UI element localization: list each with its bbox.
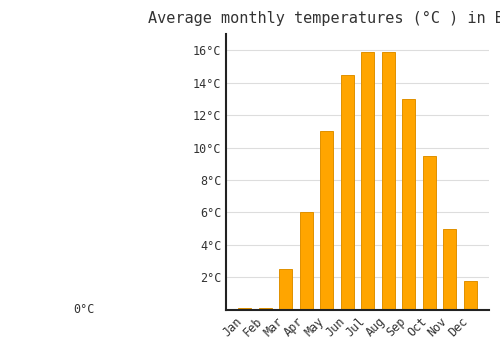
Bar — [402, 99, 415, 310]
Bar — [300, 212, 313, 310]
Bar — [238, 308, 252, 310]
Bar — [422, 156, 436, 310]
Bar — [443, 229, 456, 310]
Bar — [361, 52, 374, 310]
Bar — [464, 281, 477, 310]
Text: 0°C: 0°C — [74, 303, 95, 316]
Bar — [382, 52, 395, 310]
Bar — [340, 75, 354, 310]
Bar — [320, 132, 334, 310]
Bar — [279, 269, 292, 310]
Bar — [258, 308, 272, 310]
Title: Average monthly temperatures (°C ) in Bellinge: Average monthly temperatures (°C ) in Be… — [148, 11, 500, 26]
